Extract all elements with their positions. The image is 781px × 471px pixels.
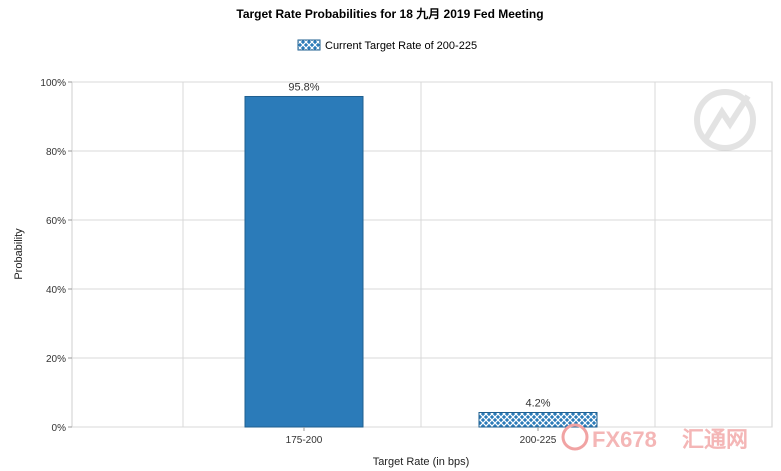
legend: Current Target Rate of 200-225	[297, 39, 477, 52]
y-tick-label: 0%	[52, 423, 67, 434]
watermark-brand: FX678 汇通网	[561, 423, 748, 452]
legend-swatch	[297, 39, 321, 51]
y-tick-label: 80%	[46, 147, 66, 158]
y-axis-label: Probability	[13, 228, 25, 280]
bars: 95.8% 4.2%	[244, 81, 598, 428]
y-tick-label: 40%	[46, 285, 66, 296]
legend-label: Current Target Rate of 200-225	[325, 40, 477, 52]
bar	[244, 95, 364, 428]
x-axis-label: Target Rate (in bps)	[373, 456, 470, 468]
plot-area	[71, 81, 773, 428]
y-tick-label: 20%	[46, 354, 66, 365]
watermark-icon	[561, 423, 589, 451]
y-tick-label: 60%	[46, 216, 66, 227]
watermark-text: FX678	[592, 427, 657, 452]
y-tick-label: 100%	[40, 78, 66, 89]
x-axis-ticks: 175-200 200-225	[286, 427, 557, 446]
watermark-subtext: 汇通网	[682, 427, 748, 452]
chart-title: Target Rate Probabilities for 18 九月 2019…	[236, 6, 543, 21]
bar-data-label: 95.8%	[288, 81, 319, 93]
bar-data-label: 4.2%	[525, 398, 550, 410]
watermark-logo	[694, 89, 756, 151]
x-tick-label: 175-200	[286, 435, 323, 446]
gridlines	[72, 81, 772, 428]
y-axis-ticks: 0% 20% 40% 60% 80% 100%	[40, 78, 72, 434]
x-tick-label: 200-225	[520, 435, 557, 446]
